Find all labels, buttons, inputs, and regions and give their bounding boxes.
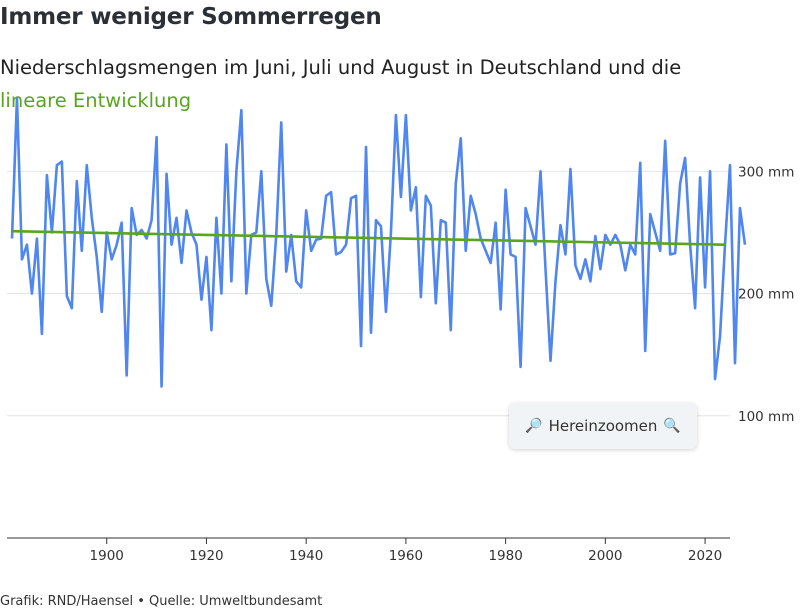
subtitle-text: Niederschlagsmengen im Juni, Juli und Au…: [0, 56, 682, 79]
series-lines: [10, 96, 747, 388]
zoom-in-button[interactable]: 🔎 Hereinzoomen 🔍: [509, 403, 697, 449]
chart-subtitle: Niederschlagsmengen im Juni, Juli und Au…: [0, 51, 790, 117]
x-tick-label: 1900: [90, 548, 124, 564]
magnifier-left-icon: 🔎: [525, 418, 543, 434]
x-tick-label: 1960: [389, 548, 423, 564]
x-tick-label: 2020: [688, 548, 722, 564]
subtitle-trend-label: lineare Entwicklung: [0, 89, 192, 112]
precipitation-series-line: [10, 96, 747, 388]
x-tick-label: 1920: [189, 548, 223, 564]
y-axis-ticks: 100 mm 200 mm 300 mm: [738, 164, 794, 424]
y-tick-label: 100 mm: [738, 409, 794, 425]
y-tick-label: 300 mm: [738, 164, 794, 180]
linear-trend-line: [11, 229, 726, 246]
x-tick-label: 1980: [488, 548, 522, 564]
x-axis: 1900 1920 1940 1960 1980 2000 2020: [7, 537, 730, 564]
magnifier-right-icon: 🔍: [663, 418, 681, 434]
source-footer: Grafik: RND/Haensel • Quelle: Umweltbund…: [0, 594, 323, 609]
zoom-in-label: Hereinzoomen: [548, 417, 658, 435]
x-tick-label: 1940: [289, 548, 323, 564]
x-tick-label: 2000: [588, 548, 622, 564]
chart-title: Immer weniger Sommerregen: [0, 4, 382, 30]
y-tick-label: 200 mm: [738, 287, 794, 303]
